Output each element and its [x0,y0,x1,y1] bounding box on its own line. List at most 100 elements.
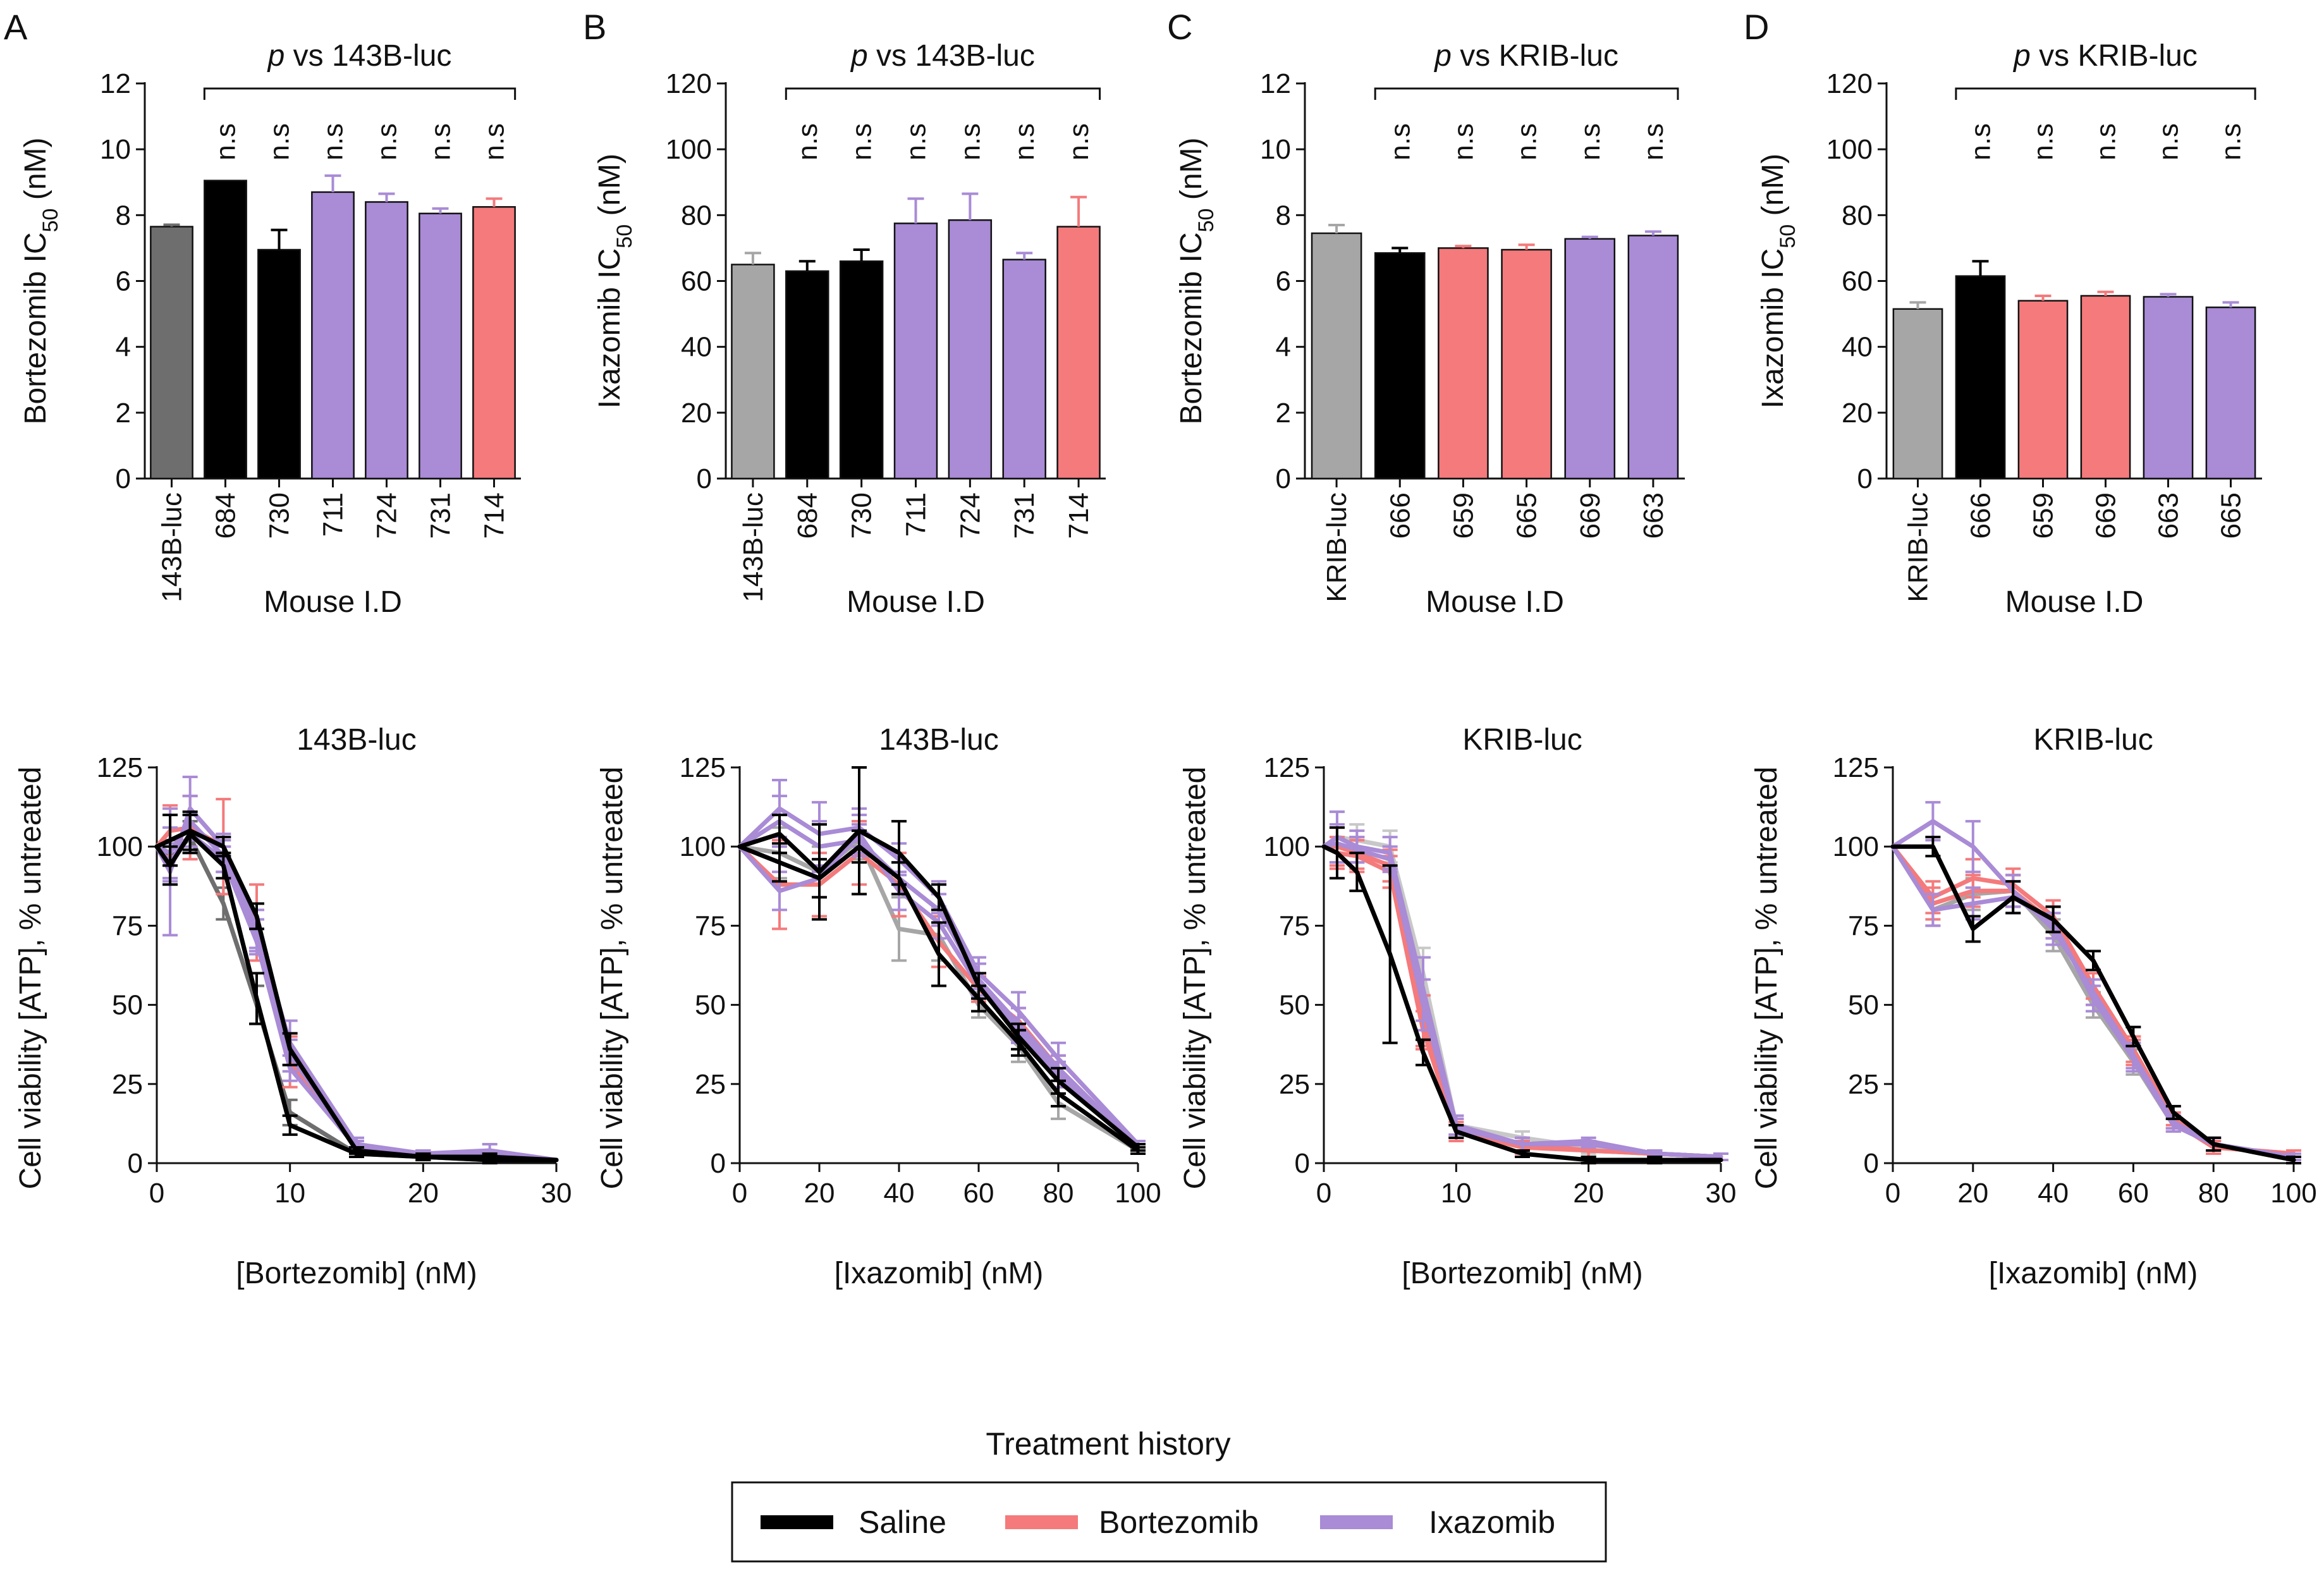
y-tick-label: 0 [697,463,712,494]
significance-label: n.s [2091,123,2122,161]
y-tick-label: 25 [112,1069,143,1100]
series-line [1321,834,1723,1159]
x-tick-label: 714 [1063,492,1094,539]
x-axis-label: [Bortezomib] (nM) [236,1257,477,1290]
significance-label: n.s [1638,123,1669,161]
x-tick-label: 60 [963,1178,994,1209]
comparison-bracket [1955,87,2256,100]
bar [1627,235,1679,480]
significance-label: n.s [211,123,242,161]
legend-box [731,1481,1607,1563]
significance-label: n.s [901,123,932,161]
x-tick-label: 666 [1966,492,1997,539]
significance-label: n.s [318,123,349,161]
y-tick-label: 125 [1264,752,1310,783]
significance-label: n.s [955,123,986,161]
y-tick-label: 100 [1833,831,1879,862]
bar [785,270,829,480]
x-tick-label: 665 [2216,492,2247,539]
series-line [154,834,559,1163]
y-tick-label: 50 [695,990,726,1021]
significance-label: n.s [1512,123,1543,161]
x-tick-label: 100 [2270,1178,2316,1209]
significance-label: n.s [2028,123,2059,161]
y-tick-label: 120 [666,68,712,99]
significance-label: n.s [479,123,510,161]
y-tick-label: 80 [1842,200,1873,231]
y-tick-label: 0 [1295,1148,1310,1179]
chart-title: 143B-luc [879,723,998,757]
x-tick-label: KRIB-luc [1903,492,1934,602]
x-tick-label: 663 [2153,492,2184,539]
y-axis-label: Cell viability [ATP], % untreated [1178,767,1212,1190]
x-tick-label: 659 [2028,492,2059,539]
bar [1501,248,1552,480]
y-tick-label: 50 [1279,990,1310,1021]
bar [1438,247,1489,480]
x-tick-label: 0 [1316,1178,1331,1209]
x-tick-label: 724 [372,492,403,539]
y-axis-label: Bortezomib IC50 (nM) [1175,138,1218,425]
x-tick-label: 143B-luc [738,492,769,602]
x-tick-label: 711 [318,492,349,537]
x-tick-label: 711 [901,492,932,537]
y-axis-label: Cell viability [ATP], % untreated [14,767,47,1190]
x-tick-label: 60 [2118,1178,2149,1209]
x-tick-label: 20 [408,1178,439,1209]
x-axis-label: [Bortezomib] (nM) [1402,1257,1642,1290]
series-line [737,831,1141,1150]
series-line [1321,834,1723,1159]
y-tick-label: 75 [112,910,143,941]
significance-label: n.s [1009,123,1040,161]
y-tick-label: 100 [1826,134,1873,165]
x-tick-label: 730 [264,492,295,539]
x-tick-label: 40 [884,1178,915,1209]
comparison-label: p vs 143B-luc [267,39,452,73]
bar [472,206,516,480]
x-tick-label: 80 [2198,1178,2229,1209]
y-tick-label: 75 [1848,910,1879,941]
comparison-label: p vs 143B-luc [850,39,1035,73]
x-tick-label: KRIB-luc [1321,492,1352,602]
x-tick-label: 730 [847,492,878,539]
legend-label-bortezomib: Bortezomib [1099,1505,1259,1540]
x-tick-label: 30 [1706,1178,1737,1209]
y-tick-label: 100 [97,831,143,862]
series-line [737,819,1141,1150]
x-tick-label: 40 [2038,1178,2069,1209]
x-tick-label: 0 [149,1178,164,1209]
x-tick-label: 731 [425,492,456,539]
significance-label: n.s [264,123,295,161]
series-line [1890,844,2296,1159]
y-tick-label: 4 [116,332,131,363]
x-tick-label: 0 [1885,1178,1900,1209]
series-line [1321,844,1723,1163]
series-line [737,838,1141,1153]
significance-label: n.s [2153,123,2184,161]
y-tick-label: 120 [1826,68,1873,99]
y-tick-label: 10 [100,134,131,165]
bar-chart-a: 0 2 4 6 8 10 12 Bortezomib IC50 (nM) 143B-luc 684… [19,39,521,619]
comparison-bracket [785,87,1101,100]
bar [204,180,247,480]
legend: Treatment history Saline Bortezomib Ixaz… [731,1426,1607,1563]
y-tick-label: 40 [1842,332,1873,363]
x-tick-label: 0 [732,1178,747,1209]
panel-letter-c: C [1167,7,1192,47]
x-tick-label: 684 [792,492,823,539]
y-tick-label: 20 [681,398,712,429]
y-tick-label: 100 [680,831,726,862]
y-tick-label: 100 [1264,831,1310,862]
series-line [1321,841,1723,1159]
y-tick-label: 40 [681,332,712,363]
x-tick-label: 666 [1385,492,1416,539]
comparison-label: p vs KRIB-luc [1433,39,1618,73]
bar-chart-c: 0 2 4 6 8 10 12 Bortezomib IC50 (nM) KRIB-luc 666… [1175,39,1685,619]
panel-letter-b: B [583,7,606,47]
y-tick-label: 2 [1276,398,1291,429]
y-tick-label: 6 [116,266,131,297]
series-line [1321,844,1723,1159]
x-tick-label: 143B-luc [157,492,188,602]
legend-title: Treatment history [986,1426,1230,1462]
